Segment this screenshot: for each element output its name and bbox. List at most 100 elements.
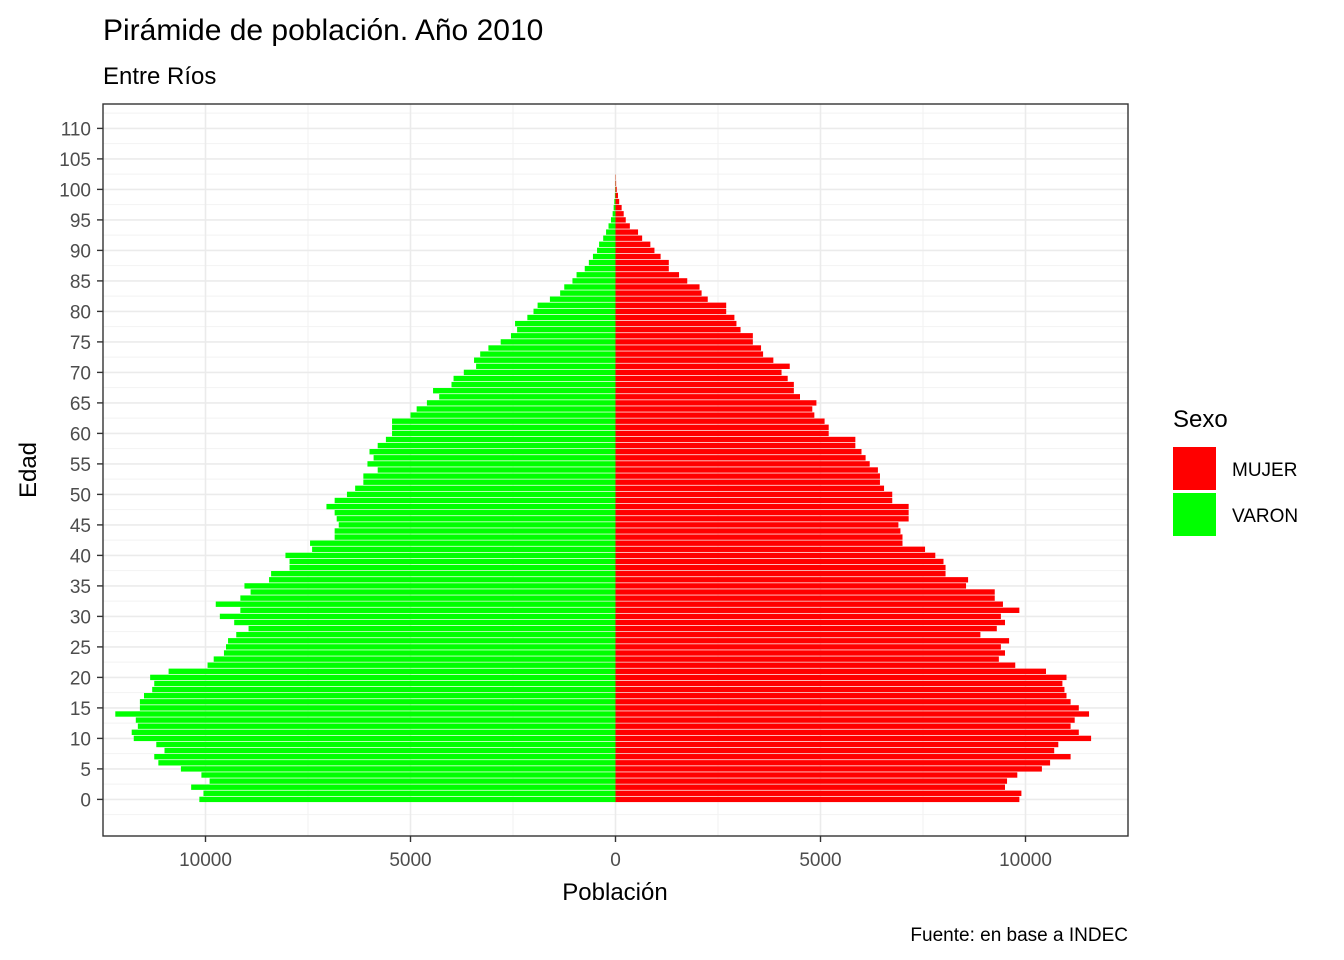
legend: Sexo MUJER VARON [1173,406,1298,536]
bar-mujer-age-60 [615,430,829,437]
bar-mujer-age-92 [615,235,643,241]
bar-mujer-age-6 [615,760,1051,766]
bar-mujer-age-57 [615,449,862,455]
bar-varon-age-76 [510,333,616,339]
bar-mujer-age-53 [615,473,880,479]
bar-varon-age-26 [228,638,616,644]
bar-varon-age-46 [336,516,616,522]
bar-mujer-age-33 [615,595,995,601]
bar-mujer-age-38 [615,564,946,571]
bar-varon-age-18 [152,686,616,693]
bar-mujer-age-69 [615,375,788,382]
bar-varon-age-35 [244,583,616,589]
bar-varon-age-78 [515,320,616,327]
bar-mujer-age-93 [615,229,639,235]
bar-mujer-age-74 [615,345,762,351]
y-tick-label: 85 [70,272,91,293]
bar-varon-age-91 [599,241,616,247]
bar-mujer-age-32 [615,601,1003,607]
bar-varon-age-90 [597,247,616,254]
bar-varon-age-23 [213,656,616,662]
x-tick-label: 5000 [389,850,431,871]
y-tick-label: 110 [61,119,91,140]
bar-mujer-age-9 [615,741,1059,748]
bar-varon-age-16 [139,699,616,705]
bar-varon-age-61 [392,424,616,430]
bar-mujer-age-82 [615,296,708,302]
bar-mujer-age-14 [615,711,1090,717]
bar-mujer-age-13 [615,717,1075,723]
bar-varon-age-9 [156,741,616,748]
bar-mujer-age-58 [615,442,856,449]
bar-varon-age-34 [250,589,616,595]
bar-mujer-age-97 [615,205,622,211]
bar-mujer-age-63 [615,412,815,418]
bar-varon-age-70 [463,369,616,376]
bar-mujer-age-51 [615,485,885,491]
y-tick-label: 80 [70,302,91,323]
bar-varon-age-73 [480,351,616,357]
bar-mujer-age-55 [615,461,870,467]
bar-mujer-age-4 [615,772,1018,778]
bar-mujer-age-88 [615,259,669,266]
bar-mujer-age-17 [615,693,1067,699]
bar-mujer-age-98 [615,198,620,205]
bar-varon-age-94 [608,223,616,229]
bar-varon-age-71 [476,363,616,369]
bar-varon-age-58 [377,442,616,449]
y-tick-label: 5 [80,760,91,781]
bar-varon-age-14 [115,711,616,717]
y-tick-label: 0 [80,790,91,811]
bar-varon-age-57 [369,449,616,455]
bar-mujer-age-3 [615,778,1008,784]
bar-varon-age-24 [223,650,616,656]
bar-mujer-age-91 [615,241,651,247]
bar-mujer-age-0 [615,796,1020,803]
bar-varon-age-69 [453,375,616,382]
bar-varon-age-82 [549,296,616,302]
bar-mujer-age-49 [615,497,893,504]
y-axis-title: Edad [15,442,42,498]
bar-varon-age-6 [158,760,616,766]
bar-varon-age-42 [310,540,616,546]
y-tick-label: 30 [70,607,91,628]
bar-mujer-age-64 [615,406,813,412]
bar-mujer-age-56 [615,455,866,461]
bar-mujer-age-75 [615,339,753,345]
y-tick-label: 50 [70,485,91,506]
bar-varon-age-89 [592,253,616,260]
bar-mujer-age-37 [615,571,946,577]
bar-mujer-age-94 [615,223,630,229]
bar-mujer-age-11 [615,729,1079,735]
y-tick-label: 15 [70,699,91,720]
bar-varon-age-40 [285,552,616,559]
bar-varon-age-63 [410,412,616,418]
bar-mujer-age-24 [615,650,1005,656]
bar-varon-age-27 [236,632,616,638]
bar-mujer-age-15 [615,705,1079,711]
bar-varon-age-37 [271,571,616,577]
bar-mujer-age-59 [615,436,856,443]
bar-varon-age-87 [584,266,616,272]
bar-varon-age-20 [150,674,616,681]
y-tick-label: 40 [70,546,91,567]
bar-mujer-age-101 [615,180,617,186]
bar-mujer-age-86 [615,272,680,278]
bar-mujer-age-99 [615,192,618,199]
bar-mujer-age-61 [615,424,829,430]
legend-label-varon: VARON [1232,506,1298,527]
bar-mujer-age-90 [615,247,655,254]
bar-mujer-age-21 [615,668,1046,674]
bars [115,174,1092,803]
bar-mujer-age-48 [615,503,909,510]
bar-mujer-age-89 [615,253,661,260]
bar-mujer-age-23 [615,656,999,662]
x-axis-title: Población [562,879,667,906]
bar-varon-age-98 [614,198,616,205]
bar-varon-age-93 [606,229,616,235]
bar-varon-age-43 [334,534,616,540]
bar-varon-age-2 [191,784,616,790]
bar-mujer-age-80 [615,308,727,315]
bar-varon-age-1 [203,790,616,796]
